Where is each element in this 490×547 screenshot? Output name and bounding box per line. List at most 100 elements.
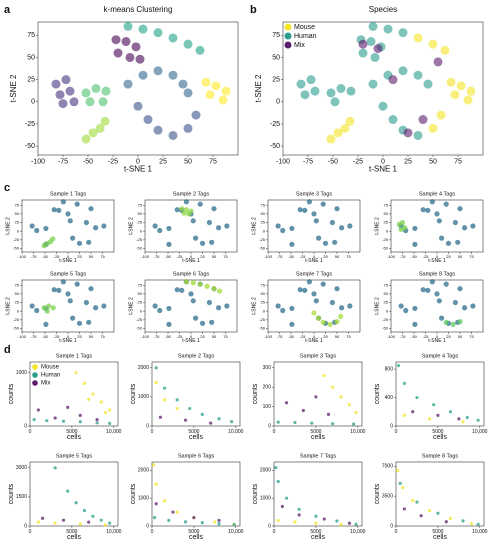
point [44, 308, 50, 314]
y-axis-label: counts [252, 383, 259, 404]
point [388, 115, 398, 125]
x-tick-label: 0 [190, 334, 193, 339]
point [411, 410, 415, 414]
point [152, 303, 158, 309]
point [174, 287, 180, 293]
x-axis-label: t-SNE 1 [305, 258, 323, 264]
chart-title: Sample 7 Tags [296, 271, 333, 277]
point [157, 227, 163, 234]
x-tick-label: 25 [159, 159, 167, 166]
point [171, 510, 175, 514]
panel-label: d [4, 344, 11, 356]
point [388, 75, 398, 85]
x-tick-label: 10,000 [472, 429, 488, 435]
point [74, 281, 80, 287]
legend-swatch [284, 41, 292, 49]
x-axis-label: t-SNE 1 [182, 258, 200, 264]
point [280, 307, 286, 314]
point [87, 397, 91, 401]
point [108, 408, 112, 412]
x-tick-label: 0 [273, 429, 276, 435]
point [280, 227, 286, 234]
point [322, 373, 326, 378]
legend-label: Human [294, 33, 317, 40]
point [50, 305, 56, 311]
y-tick-label: -25 [259, 317, 266, 322]
y-axis-label: t-SNE 2 [128, 217, 134, 235]
y-tick-label: 75 [138, 202, 143, 207]
x-tick-label: 10,000 [350, 429, 366, 435]
x-tick-label: 25 [77, 254, 82, 259]
point [82, 508, 87, 513]
x-tick-label: 50 [89, 254, 94, 259]
y-tick-label: 0 [263, 228, 266, 233]
point [157, 307, 163, 314]
point [301, 408, 305, 413]
point [402, 413, 406, 417]
x-tick-label: 50 [458, 254, 463, 259]
point [101, 86, 111, 96]
point [121, 37, 131, 47]
x-tick-label: -50 [288, 334, 295, 339]
point [166, 305, 172, 312]
point [131, 42, 141, 52]
point [186, 211, 192, 217]
x-tick-label: 75 [100, 254, 105, 259]
point [211, 206, 217, 212]
point [101, 223, 107, 229]
point [67, 218, 73, 224]
plot-frame [273, 361, 363, 427]
y-tick-label: 1000 [16, 370, 27, 376]
point [76, 320, 83, 326]
y-tick-label: 25 [261, 220, 266, 225]
point [154, 380, 158, 384]
point [162, 499, 167, 503]
point [43, 321, 49, 327]
point [289, 225, 295, 232]
point [53, 521, 57, 525]
x-tick-label: 0 [190, 254, 193, 259]
point [413, 130, 423, 140]
point [205, 90, 215, 100]
y-tick-label: 0 [24, 523, 27, 529]
x-tick-label: -50 [83, 159, 93, 166]
point [61, 518, 66, 522]
y-tick-label: 7000 [382, 464, 393, 470]
point [354, 522, 358, 526]
point [427, 417, 432, 421]
point [103, 523, 108, 527]
x-axis-label: cells [311, 434, 326, 441]
chart-title: Sample 2 Tags [178, 353, 215, 359]
y-axis-label: counts [374, 383, 381, 404]
x-tick-label: -75 [154, 334, 161, 339]
x-axis-label: t-SNE 1 [124, 164, 153, 173]
point [53, 416, 57, 420]
point [314, 395, 318, 399]
point [456, 81, 466, 91]
point [358, 39, 368, 49]
point [211, 81, 221, 91]
point [190, 218, 196, 224]
point [338, 313, 344, 319]
point [297, 507, 301, 511]
x-tick-label: 75 [346, 334, 351, 339]
point [152, 223, 158, 229]
point [190, 280, 196, 286]
x-tick-label: 25 [404, 159, 412, 166]
plot-frame [390, 279, 484, 333]
x-tick-label: -100 [18, 334, 27, 339]
y-tick-label: -25 [136, 317, 143, 322]
point [383, 24, 393, 34]
point [67, 298, 73, 304]
plot-frame [273, 461, 363, 527]
y-tick-label: 75 [27, 32, 35, 39]
point [183, 520, 188, 524]
point [230, 420, 234, 424]
point [439, 315, 445, 321]
y-tick-label: 0 [263, 308, 266, 313]
y-tick-label: -25 [13, 317, 20, 322]
point [193, 235, 199, 241]
point [99, 400, 103, 404]
point [123, 79, 133, 89]
y-tick-label: 2000 [138, 365, 149, 371]
